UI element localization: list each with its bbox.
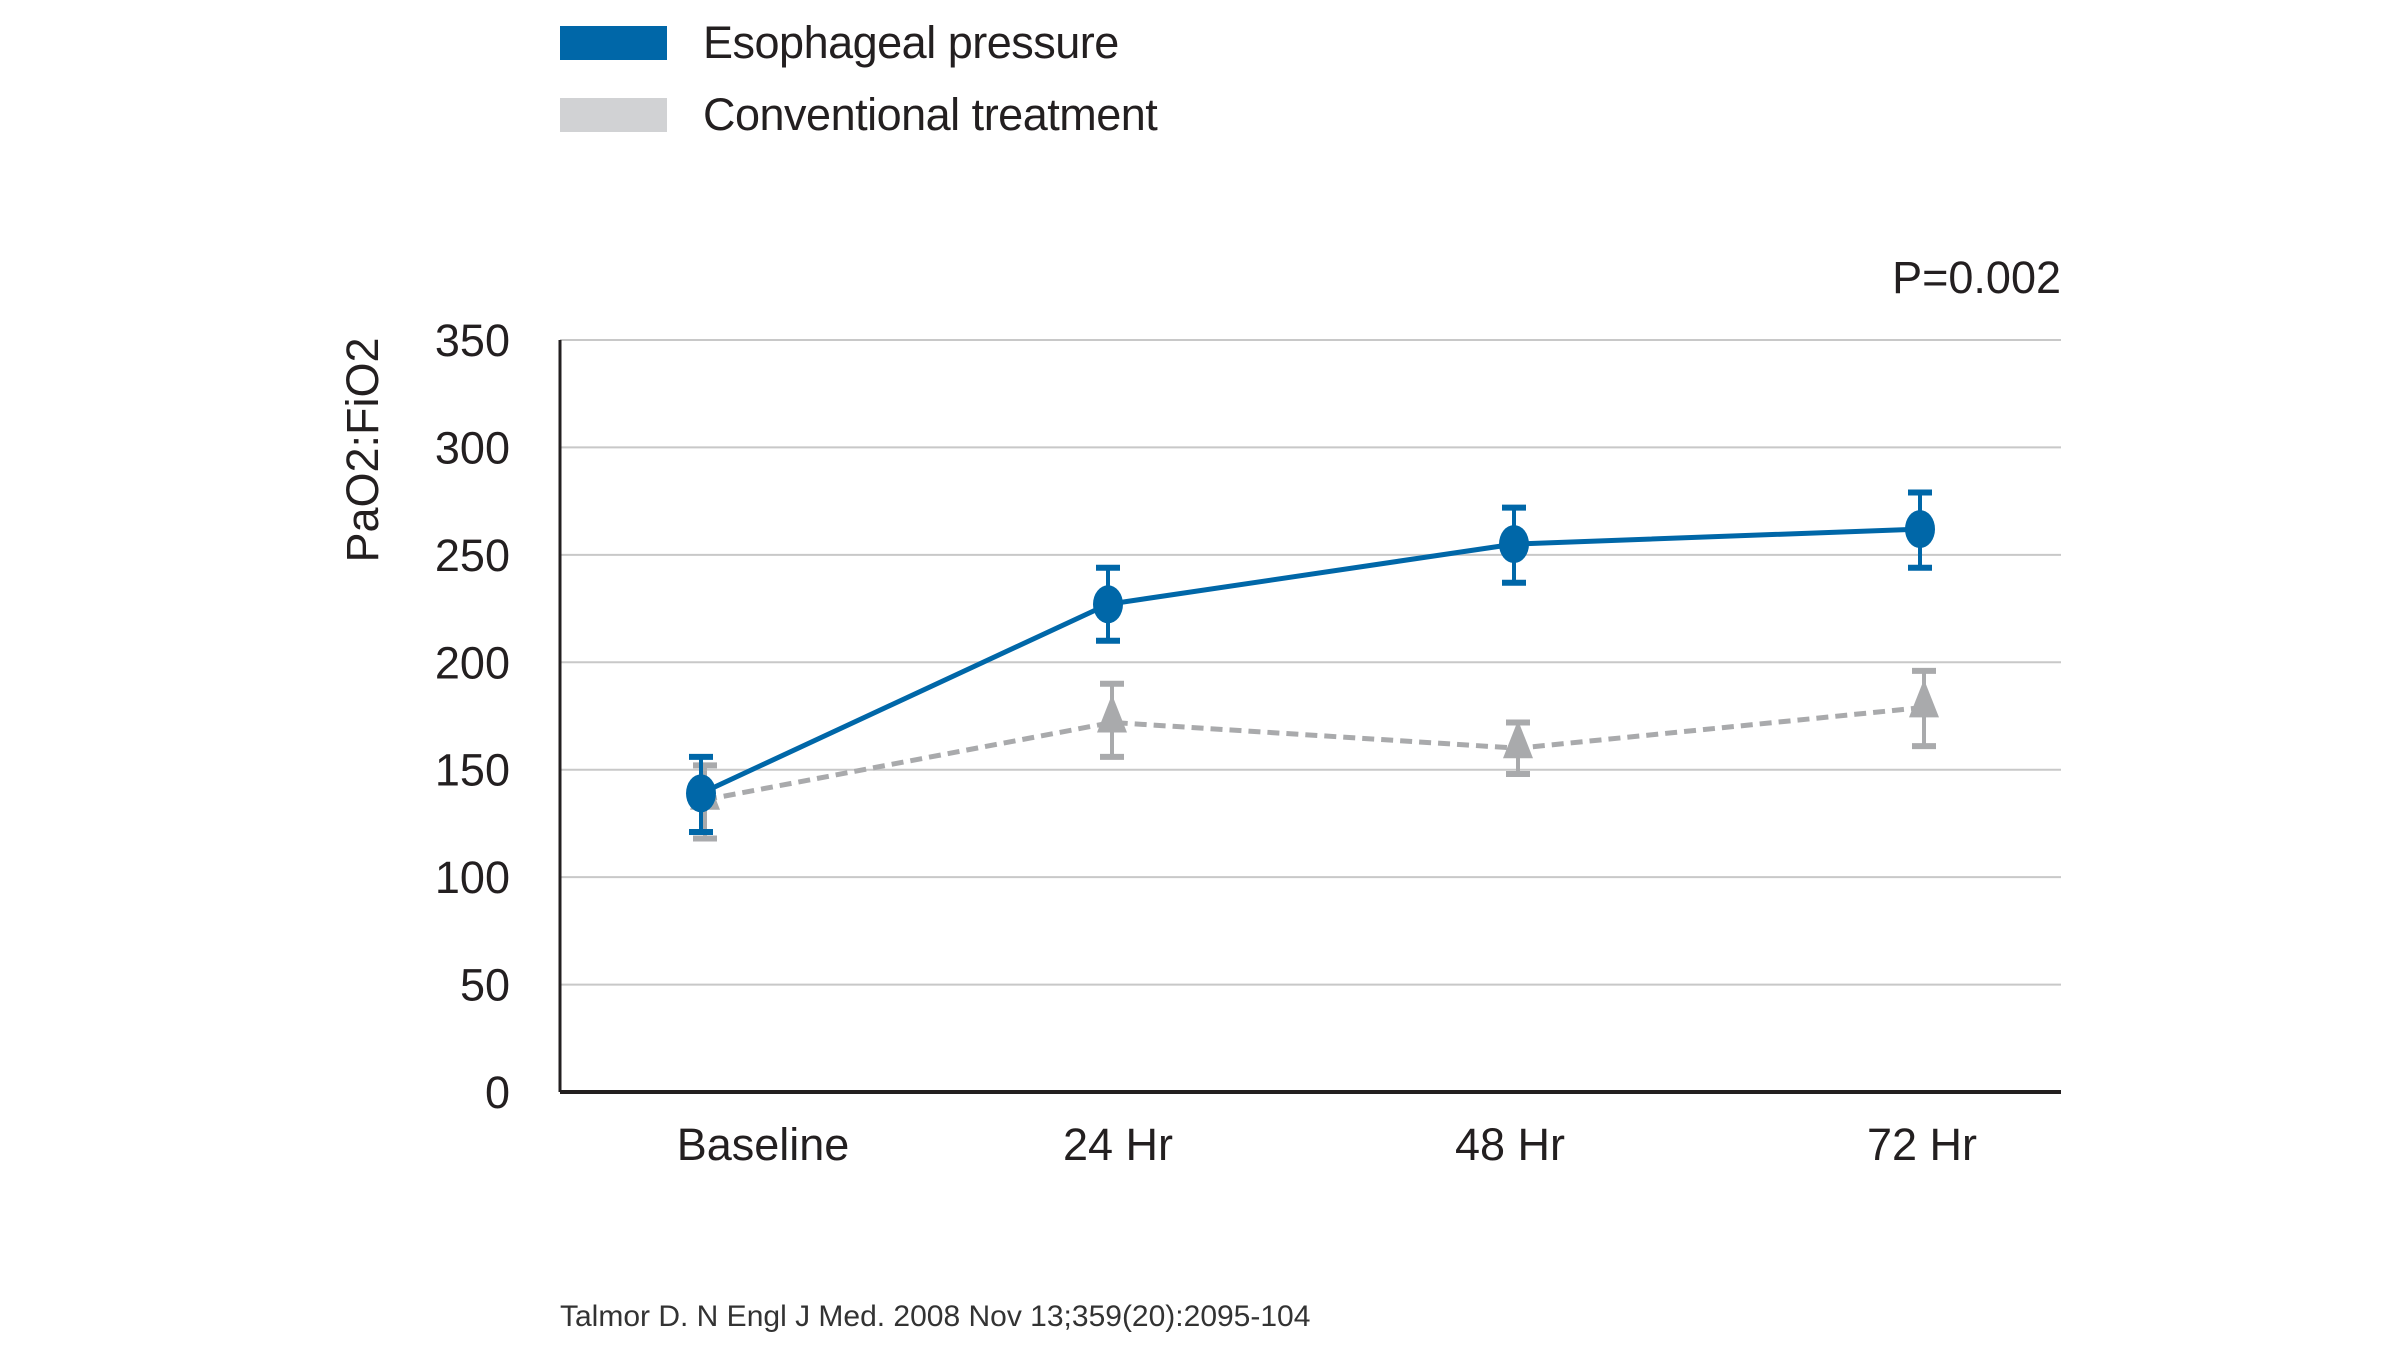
- series-line-conventional: [704, 704, 1925, 803]
- data-point: [1909, 679, 1939, 718]
- data-point: [1499, 525, 1529, 564]
- legend-label: Esophageal pressure: [703, 17, 1119, 68]
- legend-item-esophageal: Esophageal pressure: [560, 17, 1119, 69]
- y-tick-label: 250: [435, 530, 510, 581]
- y-tick-label: 200: [435, 637, 510, 688]
- data-point: [1503, 720, 1533, 759]
- legend-item-conventional: Conventional treatment: [560, 89, 1158, 141]
- y-tick-label: 50: [460, 960, 510, 1011]
- data-point: [1905, 510, 1935, 549]
- y-tick-label: 100: [435, 852, 510, 903]
- data-point: [686, 774, 716, 813]
- x-tick-label: 48 Hr: [1455, 1119, 1565, 1170]
- series-line-esophageal: [699, 526, 1921, 796]
- data-point: [1097, 694, 1127, 733]
- y-tick-label: 300: [435, 422, 510, 473]
- legend-swatch-conventional: [560, 98, 667, 132]
- legend-swatch-esophageal: [560, 26, 667, 60]
- p-value-annotation: P=0.002: [1892, 252, 2061, 303]
- y-tick-label: 350: [435, 315, 510, 366]
- y-tick-label: 150: [435, 745, 510, 796]
- citation: Talmor D. N Engl J Med. 2008 Nov 13;359(…: [560, 1300, 1311, 1333]
- x-tick-label: 72 Hr: [1867, 1119, 1977, 1170]
- x-tick-label: 24 Hr: [1063, 1119, 1173, 1170]
- data-point: [1093, 585, 1123, 624]
- y-tick-label: 0: [485, 1067, 510, 1118]
- x-tick-label: Baseline: [677, 1119, 850, 1170]
- legend-label: Conventional treatment: [703, 89, 1158, 140]
